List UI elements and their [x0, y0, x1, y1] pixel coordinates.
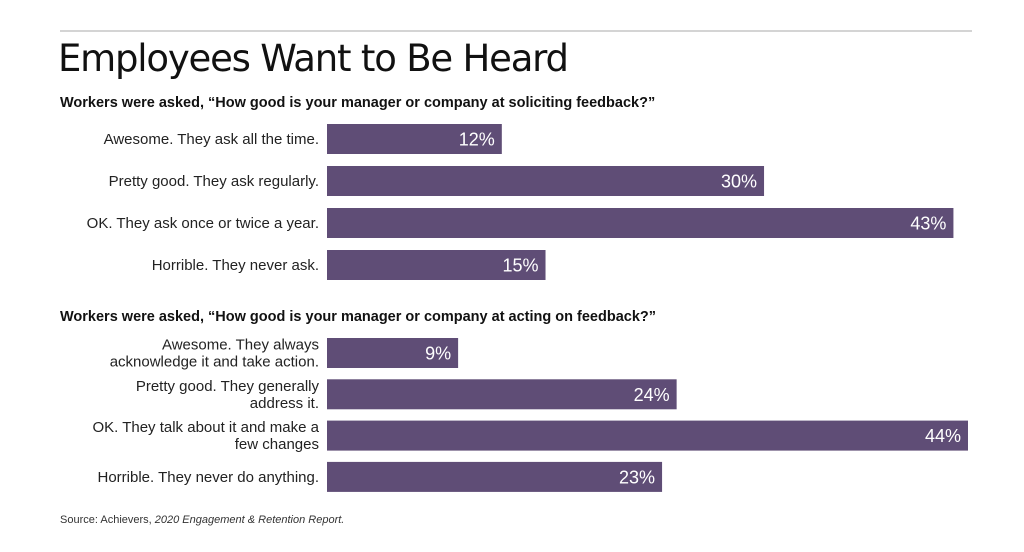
value-label-s1-2: 30%	[721, 172, 757, 192]
value-label-s2-4: 23%	[619, 467, 655, 487]
category-label-s1-2: Pretty good. They ask regularly.	[109, 173, 319, 190]
bar-s2-4	[327, 461, 663, 492]
chart-title: Employees Want to Be Heard	[58, 37, 569, 80]
source-note: Source: Achievers, 2020 Engagement & Ret…	[60, 514, 344, 526]
bar-s1-3	[327, 208, 954, 238]
bar-s2-2	[327, 379, 677, 410]
value-label-s2-3: 44%	[925, 426, 961, 446]
value-label-s1-1: 12%	[459, 130, 495, 150]
value-label-s2-2: 24%	[634, 385, 670, 405]
category-label-s2-2-line1: Pretty good. They generally	[136, 378, 320, 395]
bar-s1-2	[327, 166, 765, 196]
category-label-s2-3-line1: OK. They talk about it and make a	[92, 419, 319, 436]
value-label-s1-3: 43%	[910, 214, 946, 234]
bar-s1-4	[327, 250, 546, 280]
value-label-s2-1: 9%	[425, 344, 451, 364]
category-label-s1-3: OK. They ask once or twice a year.	[87, 215, 319, 232]
bar-s2-3	[327, 420, 968, 451]
category-label-s2-1-line2: acknowledge it and take action.	[110, 354, 319, 371]
category-label-s2-2-line2: address it.	[250, 395, 319, 412]
top-rule	[60, 30, 972, 32]
bar-s1-1	[327, 124, 502, 154]
section-1-subtitle: Workers were asked, “How good is your ma…	[60, 95, 656, 111]
value-label-s1-4: 15%	[502, 256, 538, 276]
category-label-s2-1-line1: Awesome. They always	[162, 337, 319, 354]
source-report: 2020 Engagement & Retention Report.	[154, 514, 345, 526]
source-prefix: Source: Achievers,	[60, 514, 155, 526]
category-label-s1-4: Horrible. They never ask.	[152, 257, 319, 274]
section-2-subtitle: Workers were asked, “How good is your ma…	[60, 309, 657, 325]
category-label-s1-1: Awesome. They ask all the time.	[104, 131, 319, 148]
category-label-s2-4: Horrible. They never do anything.	[97, 469, 319, 486]
bar-s2-1	[327, 338, 459, 368]
category-label-s2-3-line2: few changes	[235, 436, 319, 453]
